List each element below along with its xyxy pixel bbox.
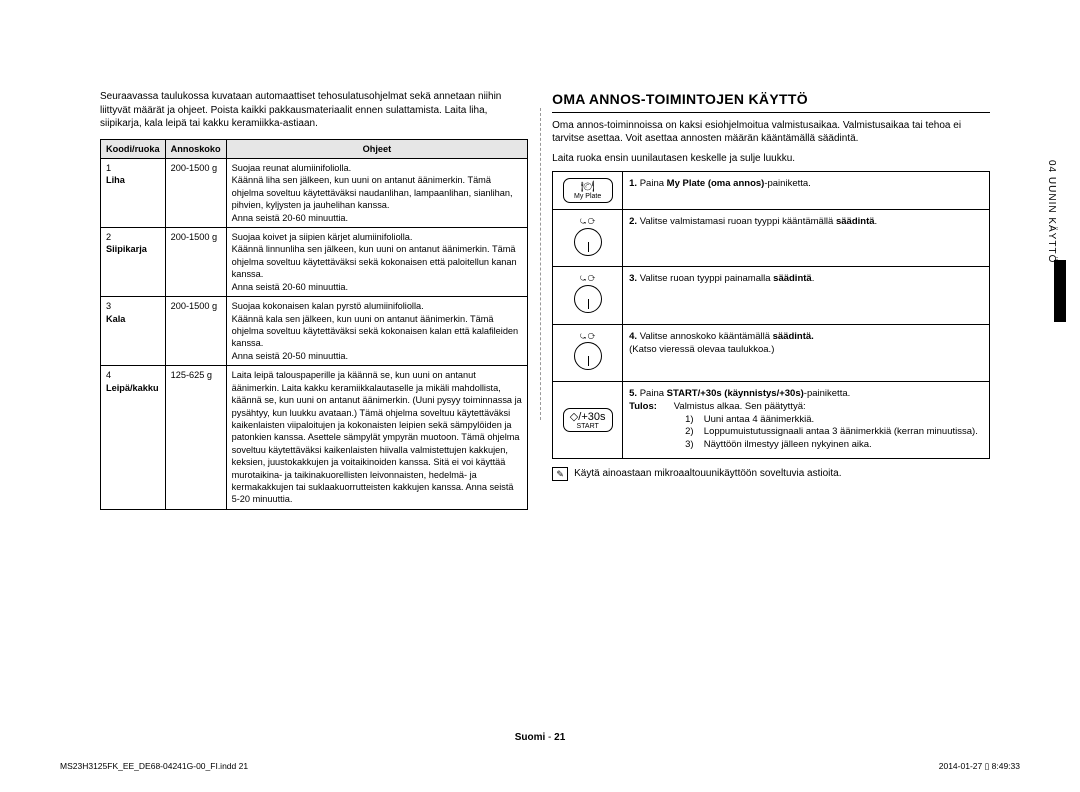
note-text: Käytä ainoastaan mikroaaltouunikäyttöön … xyxy=(574,467,841,481)
table-row: 1 Liha 200-1500 gSuojaa reunat alumiinifol… xyxy=(101,158,528,227)
dial-icon: ⤿ ⟳ xyxy=(574,216,602,260)
footer-page: 21 xyxy=(554,732,565,743)
side-tab-marker xyxy=(1054,260,1066,322)
step-number: 1. xyxy=(629,178,637,189)
th-instructions: Ohjeet xyxy=(226,139,528,158)
dial-icon: ⤿ ⟳ xyxy=(574,331,602,375)
note-icon: ✎ xyxy=(552,467,568,481)
food-name: Liha xyxy=(106,175,125,185)
instruction-cell: Suojaa koivet ja siipien kärjet alumiini… xyxy=(226,228,528,297)
start-icon: ◇/+30sSTART xyxy=(563,408,613,433)
result-sub-item: 2) Loppumuistutussignaali antaa 3 äänime… xyxy=(685,426,983,439)
step-number: 4. xyxy=(629,331,637,342)
food-name: Kala xyxy=(106,314,125,324)
step-number: 3. xyxy=(629,273,637,284)
food-num: 4 xyxy=(106,370,111,380)
th-portion: Annoskoko xyxy=(165,139,226,158)
print-meta: MS23H3125FK_EE_DE68-04241G-00_FI.indd 21… xyxy=(60,761,1020,772)
step-number: 2. xyxy=(629,216,637,227)
table-row: 2 Siipikarja 200-1500 gSuojaa koivet ja si… xyxy=(101,228,528,297)
th-code: Koodi/ruoka xyxy=(101,139,166,158)
food-cell: 3 Kala xyxy=(101,297,166,366)
step-text-cell: 1. Paina My Plate (oma annos)-painiketta… xyxy=(623,172,990,210)
step-icon-cell: ⤿ ⟳ xyxy=(553,267,623,324)
step-text: Paina START/+30s (käynnistys/+30s)-paini… xyxy=(640,388,851,399)
right-column: OMA ANNOS-TOIMINTOJEN KÄYTTÖ Oma annos-t… xyxy=(552,90,1020,510)
food-cell: 4 Leipä/kakku xyxy=(101,366,166,510)
myplate-icon: 🍽My Plate xyxy=(563,178,613,203)
portion-cell: 200-1500 g xyxy=(165,297,226,366)
step-icon-cell: ⤿ ⟳ xyxy=(553,324,623,381)
portion-cell: 200-1500 g xyxy=(165,228,226,297)
step-row: 🍽My Plate 1. Paina My Plate (oma annos)-p… xyxy=(553,172,990,210)
food-num: 2 xyxy=(106,232,111,242)
food-num: 3 xyxy=(106,301,111,311)
right-intro-1: Oma annos-toiminnoissa on kaksi esiohjel… xyxy=(552,119,990,146)
table-row: 4 Leipä/kakku 125-625 gLaita leipä talousp… xyxy=(101,366,528,510)
print-ts: 2014-01-27 ▯ 8:49:33 xyxy=(939,761,1020,772)
section-title: OMA ANNOS-TOIMINTOJEN KÄYTTÖ xyxy=(552,90,990,113)
instruction-cell: Laita leipä talouspaperille ja käännä se… xyxy=(226,366,528,510)
instruction-cell: Suojaa reunat alumiinifoliolla. Käännä l… xyxy=(226,158,528,227)
note-row: ✎ Käytä ainoastaan mikroaaltouunikäyttöö… xyxy=(552,467,990,481)
right-intro-2: Laita ruoka ensin uunilautasen keskelle … xyxy=(552,152,990,166)
dial-icon: ⤿ ⟳ xyxy=(574,273,602,317)
step-text-cell: 2. Valitse valmistamasi ruoan tyyppi kää… xyxy=(623,210,990,267)
step-icon-cell: ⤿ ⟳ xyxy=(553,210,623,267)
column-divider xyxy=(540,108,541,420)
result-sublist: 1) Uuni antaa 4 äänimerkkiä.2) Loppumuis… xyxy=(629,414,983,452)
step-text: Valitse annoskoko kääntämällä säädintä. xyxy=(640,331,814,342)
result-label: Tulos: xyxy=(629,401,671,414)
step-extra: (Katso vieressä olevaa taulukkoa.) xyxy=(629,344,774,355)
step-icon-cell: ◇/+30sSTART xyxy=(553,381,623,458)
result-text: Valmistus alkaa. Sen päätyttyä: xyxy=(674,401,806,412)
portion-cell: 200-1500 g xyxy=(165,158,226,227)
print-file: MS23H3125FK_EE_DE68-04241G-00_FI.indd 21 xyxy=(60,761,248,772)
step-number: 5. xyxy=(629,388,637,399)
step-row: ⤿ ⟳ 2. Valitse valmistamasi ruoan tyyppi … xyxy=(553,210,990,267)
food-cell: 1 Liha xyxy=(101,158,166,227)
left-intro: Seuraavassa taulukossa kuvataan automaat… xyxy=(100,90,528,131)
step-text-cell: 3. Valitse ruoan tyyppi painamalla säädi… xyxy=(623,267,990,324)
step-text: Paina My Plate (oma annos)-painiketta. xyxy=(640,178,811,189)
food-num: 1 xyxy=(106,163,111,173)
footer-sep: - xyxy=(545,732,554,743)
defrost-table: Koodi/ruoka Annoskoko Ohjeet 1 Liha 200-15… xyxy=(100,139,528,510)
result-sub-item: 3) Näyttöön ilmestyy jälleen nykyinen ai… xyxy=(685,439,983,452)
instruction-cell: Suojaa kokonaisen kalan pyrstö alumiinif… xyxy=(226,297,528,366)
result-sub-item: 1) Uuni antaa 4 äänimerkkiä. xyxy=(685,414,983,427)
table-row: 3 Kala 200-1500 gSuojaa kokonaisen kalan p… xyxy=(101,297,528,366)
left-column: Seuraavassa taulukossa kuvataan automaat… xyxy=(60,90,528,510)
footer-lang: Suomi xyxy=(515,732,546,743)
step-row: ⤿ ⟳ 4. Valitse annoskoko kääntämällä sääd… xyxy=(553,324,990,381)
food-name: Leipä/kakku xyxy=(106,383,159,393)
step-text: Valitse ruoan tyyppi painamalla säädintä… xyxy=(640,273,815,284)
step-text: Valitse valmistamasi ruoan tyyppi kääntä… xyxy=(640,216,877,227)
page-footer: Suomi - 21 xyxy=(0,731,1080,745)
food-cell: 2 Siipikarja xyxy=(101,228,166,297)
portion-cell: 125-625 g xyxy=(165,366,226,510)
step-row: ◇/+30sSTART 5. Paina START/+30s (käynnist… xyxy=(553,381,990,458)
step-icon-cell: 🍽My Plate xyxy=(553,172,623,210)
step-row: ⤿ ⟳ 3. Valitse ruoan tyyppi painamalla sä… xyxy=(553,267,990,324)
side-tab: 04 UUNIN KÄYTTÖ xyxy=(1045,160,1059,263)
step-text-cell: 4. Valitse annoskoko kääntämällä säädint… xyxy=(623,324,990,381)
food-name: Siipikarja xyxy=(106,244,147,254)
steps-table: 🍽My Plate 1. Paina My Plate (oma annos)-p… xyxy=(552,171,990,459)
step-text-cell: 5. Paina START/+30s (käynnistys/+30s)-pa… xyxy=(623,381,990,458)
